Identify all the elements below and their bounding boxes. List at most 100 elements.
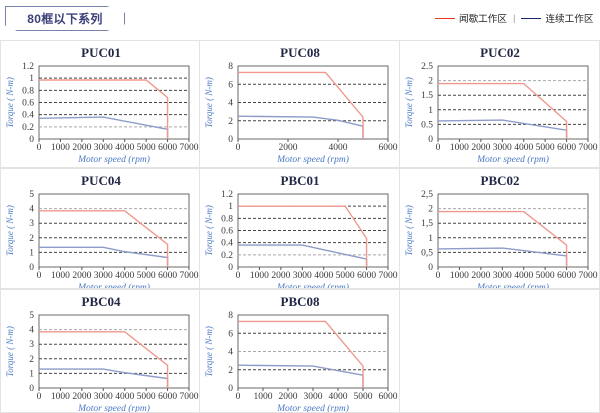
svg-text:4: 4	[228, 348, 233, 358]
svg-text:0: 0	[428, 135, 433, 145]
svg-text:1000: 1000	[450, 143, 469, 153]
svg-text:0: 0	[37, 143, 42, 153]
svg-text:0: 0	[228, 263, 233, 273]
svg-text:1.5: 1.5	[421, 91, 433, 101]
svg-text:1: 1	[228, 202, 233, 212]
svg-text:5: 5	[29, 190, 34, 200]
svg-text:0: 0	[236, 271, 241, 281]
svg-text:1.2: 1.2	[221, 190, 233, 200]
svg-text:6000: 6000	[158, 143, 177, 153]
svg-text:2: 2	[428, 205, 433, 215]
svg-text:Motor speed (rpm): Motor speed (rpm)	[276, 154, 349, 165]
svg-text:4000: 4000	[115, 271, 134, 281]
svg-text:1: 1	[29, 248, 34, 258]
svg-text:Motor speed (rpm): Motor speed (rpm)	[77, 282, 150, 289]
svg-text:1: 1	[428, 234, 433, 244]
svg-text:6000: 6000	[158, 271, 177, 281]
svg-text:6000: 6000	[357, 271, 376, 281]
svg-text:6: 6	[228, 80, 233, 90]
svg-text:0: 0	[436, 143, 441, 153]
svg-text:0.5: 0.5	[421, 120, 433, 130]
svg-text:4: 4	[29, 205, 34, 215]
svg-text:7000: 7000	[180, 392, 199, 402]
svg-text:0: 0	[428, 263, 433, 273]
svg-text:Torque ( N-m): Torque ( N-m)	[404, 205, 414, 256]
svg-text:3000: 3000	[94, 271, 113, 281]
svg-text:2000: 2000	[279, 143, 298, 153]
svg-text:7000: 7000	[579, 143, 598, 153]
svg-text:Torque ( N-m): Torque ( N-m)	[5, 326, 15, 377]
svg-text:3: 3	[29, 340, 34, 350]
svg-text:4000: 4000	[115, 143, 134, 153]
svg-text:0: 0	[228, 384, 233, 394]
svg-text:Motor speed (rpm): Motor speed (rpm)	[476, 154, 549, 165]
svg-text:6000: 6000	[379, 392, 398, 402]
svg-text:5000: 5000	[336, 271, 355, 281]
svg-text:0.6: 0.6	[22, 99, 34, 109]
svg-text:1000: 1000	[51, 271, 70, 281]
svg-text:PBC02: PBC02	[481, 173, 520, 188]
svg-text:2,5: 2,5	[421, 190, 433, 200]
svg-text:4000: 4000	[115, 392, 134, 402]
svg-text:0: 0	[436, 271, 441, 281]
svg-text:0: 0	[228, 135, 233, 145]
svg-text:2: 2	[428, 77, 433, 87]
svg-text:7000: 7000	[180, 271, 199, 281]
svg-text:2: 2	[228, 366, 233, 376]
svg-text:PBC04: PBC04	[82, 294, 122, 309]
svg-text:1: 1	[428, 106, 433, 116]
svg-text:Torque ( N-m): Torque ( N-m)	[204, 77, 214, 128]
svg-text:3000: 3000	[493, 143, 512, 153]
svg-text:7000: 7000	[379, 271, 398, 281]
svg-text:0.4: 0.4	[22, 111, 34, 121]
svg-text:4: 4	[228, 99, 233, 109]
svg-text:1.2: 1.2	[22, 62, 34, 72]
svg-text:0.2: 0.2	[22, 123, 34, 133]
svg-text:0: 0	[29, 384, 34, 394]
svg-text:4000: 4000	[329, 392, 348, 402]
svg-text:0: 0	[37, 271, 42, 281]
svg-text:Torque ( N-m): Torque ( N-m)	[204, 326, 214, 377]
svg-text:3000: 3000	[304, 392, 323, 402]
svg-text:2000: 2000	[72, 143, 91, 153]
svg-text:2: 2	[29, 355, 34, 365]
svg-text:5000: 5000	[354, 392, 373, 402]
svg-text:3000: 3000	[94, 143, 113, 153]
svg-text:0,5: 0,5	[421, 248, 433, 258]
svg-text:4000: 4000	[314, 271, 333, 281]
svg-text:Motor speed (rpm): Motor speed (rpm)	[476, 282, 549, 289]
svg-text:6: 6	[228, 329, 233, 339]
svg-text:1000: 1000	[450, 271, 469, 281]
svg-text:0: 0	[236, 143, 241, 153]
svg-text:6000: 6000	[379, 143, 398, 153]
svg-text:0: 0	[37, 392, 42, 402]
svg-text:0.2: 0.2	[221, 251, 233, 261]
svg-text:6000: 6000	[557, 143, 576, 153]
svg-text:2000: 2000	[279, 392, 298, 402]
svg-text:0.6: 0.6	[221, 227, 233, 237]
svg-text:PBC08: PBC08	[281, 294, 321, 309]
svg-text:Motor speed (rpm): Motor speed (rpm)	[276, 403, 349, 413]
svg-text:8: 8	[228, 311, 233, 321]
svg-text:1: 1	[29, 74, 34, 84]
svg-text:PUC02: PUC02	[480, 45, 520, 60]
svg-text:0: 0	[236, 392, 241, 402]
svg-text:6000: 6000	[557, 271, 576, 281]
svg-text:1000: 1000	[51, 143, 70, 153]
svg-text:0: 0	[29, 263, 34, 273]
svg-text:5000: 5000	[137, 143, 156, 153]
svg-text:8: 8	[228, 62, 233, 72]
svg-text:3000: 3000	[293, 271, 312, 281]
svg-text:2: 2	[29, 234, 34, 244]
svg-text:Motor speed (rpm): Motor speed (rpm)	[77, 403, 150, 413]
svg-text:5000: 5000	[137, 392, 156, 402]
svg-text:4000: 4000	[329, 143, 348, 153]
svg-text:0: 0	[29, 135, 34, 145]
svg-text:6000: 6000	[158, 392, 177, 402]
svg-text:4: 4	[29, 326, 34, 336]
svg-text:3000: 3000	[493, 271, 512, 281]
svg-text:0.4: 0.4	[221, 239, 233, 249]
svg-text:Torque ( N-m): Torque ( N-m)	[5, 77, 15, 128]
svg-text:0.8: 0.8	[221, 214, 233, 224]
svg-text:4000: 4000	[514, 143, 533, 153]
